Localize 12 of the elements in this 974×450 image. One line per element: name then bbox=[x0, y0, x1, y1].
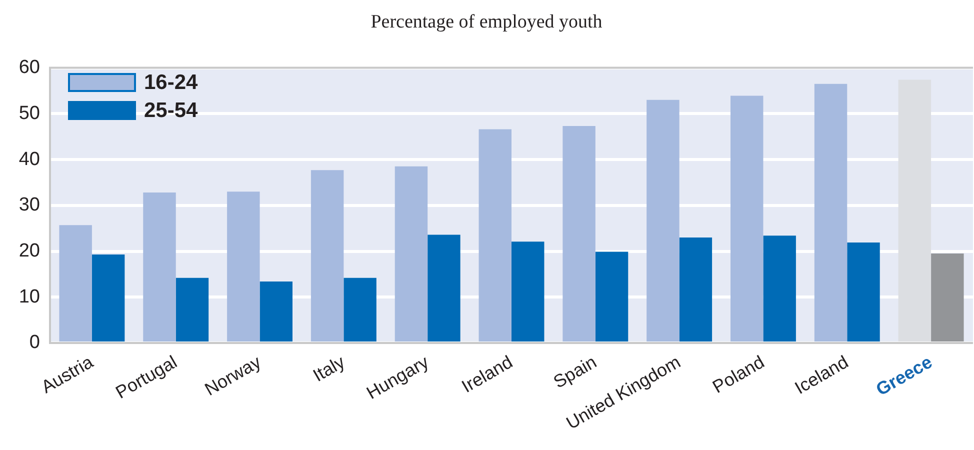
y-tick-label: 60 bbox=[18, 57, 40, 78]
y-tick-label: 0 bbox=[29, 332, 40, 354]
y-tick-label: 50 bbox=[18, 102, 40, 124]
y-tick-label: 10 bbox=[18, 286, 40, 308]
chart-title: Percentage of employed youth bbox=[370, 11, 603, 32]
legend-label: 16-24 bbox=[144, 70, 198, 95]
x-tick-label: Spain bbox=[550, 352, 600, 392]
y-tick-label: 20 bbox=[18, 240, 40, 262]
legend-label: 25-54 bbox=[144, 98, 198, 123]
y-tick-label: 40 bbox=[18, 148, 40, 170]
x-tick-label: Italy bbox=[310, 352, 348, 386]
y-tick-label: 30 bbox=[18, 194, 40, 216]
